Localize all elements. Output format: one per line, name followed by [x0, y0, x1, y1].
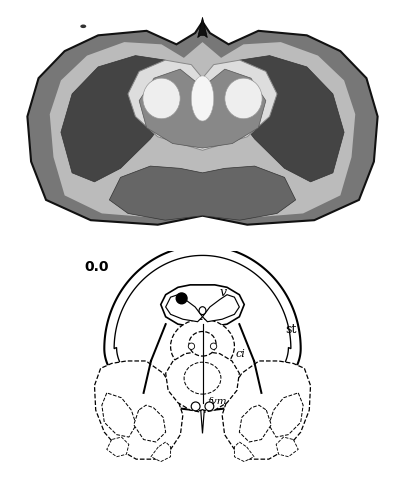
- Polygon shape: [128, 60, 277, 150]
- Circle shape: [205, 402, 214, 411]
- Polygon shape: [225, 56, 344, 182]
- Polygon shape: [166, 295, 202, 322]
- Ellipse shape: [189, 332, 216, 356]
- Ellipse shape: [171, 319, 234, 373]
- Polygon shape: [151, 442, 171, 461]
- Polygon shape: [269, 393, 303, 437]
- Circle shape: [176, 293, 187, 304]
- Polygon shape: [94, 361, 183, 459]
- Polygon shape: [234, 442, 254, 461]
- Polygon shape: [276, 437, 298, 457]
- Polygon shape: [239, 405, 271, 442]
- Polygon shape: [107, 437, 129, 457]
- Text: fa: fa: [195, 341, 205, 351]
- Text: st: st: [285, 323, 296, 336]
- Text: 0.0: 0.0: [85, 261, 109, 275]
- Text: v: v: [220, 286, 227, 299]
- Polygon shape: [161, 285, 244, 327]
- Polygon shape: [200, 410, 205, 433]
- Polygon shape: [134, 405, 166, 442]
- Ellipse shape: [199, 307, 206, 315]
- Polygon shape: [166, 351, 239, 412]
- Text: ci: ci: [236, 349, 245, 359]
- Polygon shape: [198, 18, 207, 38]
- Circle shape: [191, 402, 200, 411]
- Polygon shape: [28, 22, 377, 225]
- Ellipse shape: [143, 78, 180, 119]
- Text: fvm: fvm: [207, 397, 227, 406]
- Ellipse shape: [191, 76, 214, 121]
- Polygon shape: [61, 56, 180, 182]
- Polygon shape: [202, 295, 239, 322]
- Polygon shape: [109, 166, 296, 220]
- Polygon shape: [50, 42, 355, 218]
- Ellipse shape: [225, 78, 262, 119]
- Ellipse shape: [184, 362, 221, 394]
- Polygon shape: [102, 393, 136, 437]
- Circle shape: [210, 343, 217, 349]
- Polygon shape: [139, 69, 266, 148]
- Circle shape: [188, 343, 195, 349]
- Polygon shape: [104, 245, 301, 410]
- Polygon shape: [222, 361, 311, 459]
- Circle shape: [80, 25, 86, 28]
